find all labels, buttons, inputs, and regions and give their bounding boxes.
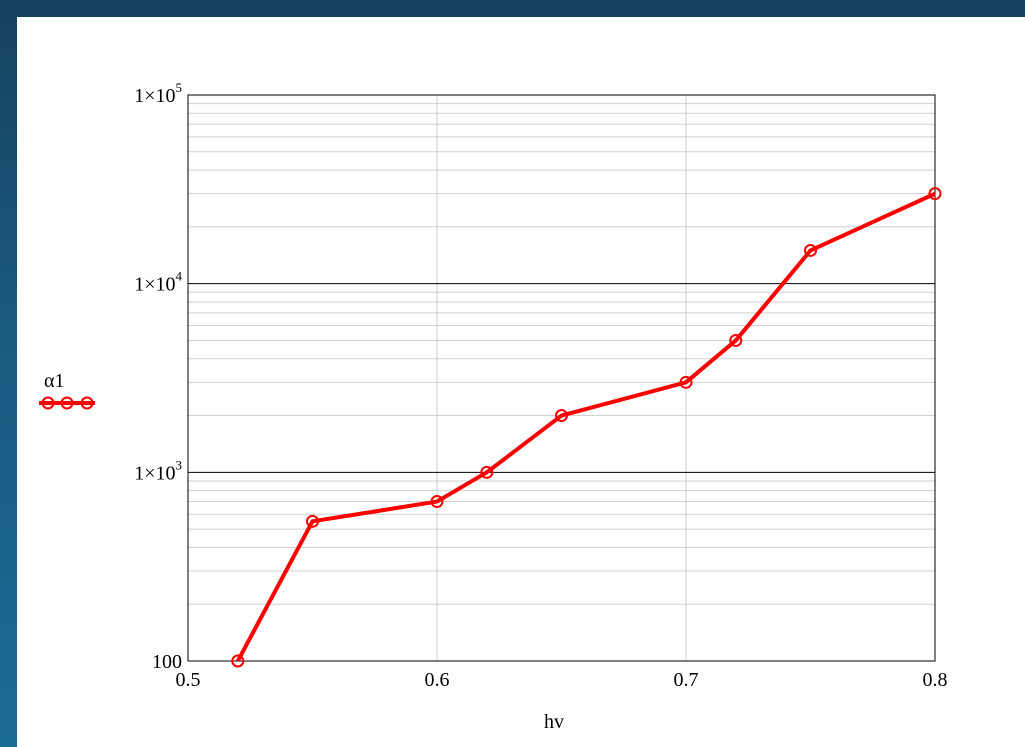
legend-swatch xyxy=(39,396,95,410)
chart-panel: 0.5 0.6 0.7 0.8 100 1×103 1×104 1×105 hv α1 xyxy=(17,17,1025,747)
data-point xyxy=(231,654,245,668)
x-axis-label: hv xyxy=(544,711,564,733)
x-tick-label: 0.6 xyxy=(425,669,450,691)
data-point xyxy=(555,409,568,423)
y-tick-label: 1×105 xyxy=(134,80,182,107)
legend-marker xyxy=(41,396,55,410)
y-tick-label: 1×104 xyxy=(134,269,182,296)
x-tick-label: 0.5 xyxy=(176,669,201,691)
data-point xyxy=(928,187,942,201)
data-point xyxy=(679,375,693,389)
minor-gridlines xyxy=(187,95,936,661)
series-line xyxy=(236,191,936,662)
legend: α1 xyxy=(39,370,95,410)
y-tick-label: 100 xyxy=(152,651,182,673)
legend-marker xyxy=(60,396,74,410)
y-axis-label: α1 xyxy=(44,370,64,392)
data-point xyxy=(804,243,817,257)
plot-frame xyxy=(187,94,936,662)
series-layer xyxy=(231,187,942,668)
legend-marker xyxy=(80,396,94,410)
x-tick-label: 0.8 xyxy=(923,669,948,691)
y-tick-label: 1×103 xyxy=(134,457,182,484)
data-point xyxy=(480,465,494,479)
y-tick-labels: 100 1×103 1×104 1×105 xyxy=(134,80,182,673)
data-point xyxy=(729,333,743,347)
major-gridlines xyxy=(188,94,935,662)
chart-svg: 0.5 0.6 0.7 0.8 100 1×103 1×104 1×105 hv α1 xyxy=(39,80,948,733)
x-tick-labels: 0.5 0.6 0.7 0.8 xyxy=(176,669,948,691)
data-point xyxy=(430,495,444,509)
data-point xyxy=(306,514,319,528)
x-tick-label: 0.7 xyxy=(674,669,699,691)
